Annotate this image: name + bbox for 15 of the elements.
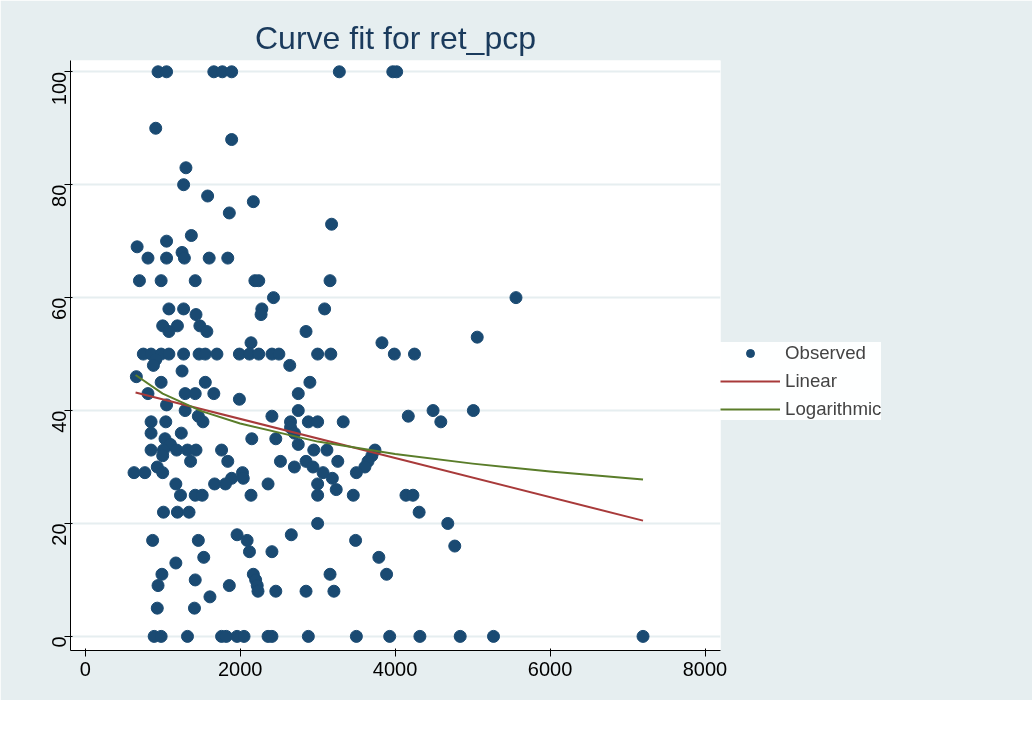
y-tick-label: 0 — [48, 636, 71, 648]
x-tick-label: 2000 — [217, 657, 263, 680]
x-tick-label: 6000 — [527, 657, 573, 680]
x-tick-label: 4000 — [372, 657, 418, 680]
y-tick-label: 40 — [48, 410, 71, 433]
x-tick-label: 0 — [79, 657, 91, 680]
y-tick-label: 100 — [48, 71, 71, 106]
y-tick-label: 80 — [48, 184, 71, 207]
y-tick-label: 20 — [48, 523, 71, 546]
legend-label: Logarithmic — [785, 398, 882, 420]
x-tick-label: 8000 — [682, 657, 728, 680]
legend-label: Linear — [785, 370, 837, 392]
y-tick-label: 60 — [48, 297, 71, 320]
legend-label: Observed — [785, 342, 866, 364]
chart-title: Curve fit for ret_pcp — [255, 19, 536, 56]
